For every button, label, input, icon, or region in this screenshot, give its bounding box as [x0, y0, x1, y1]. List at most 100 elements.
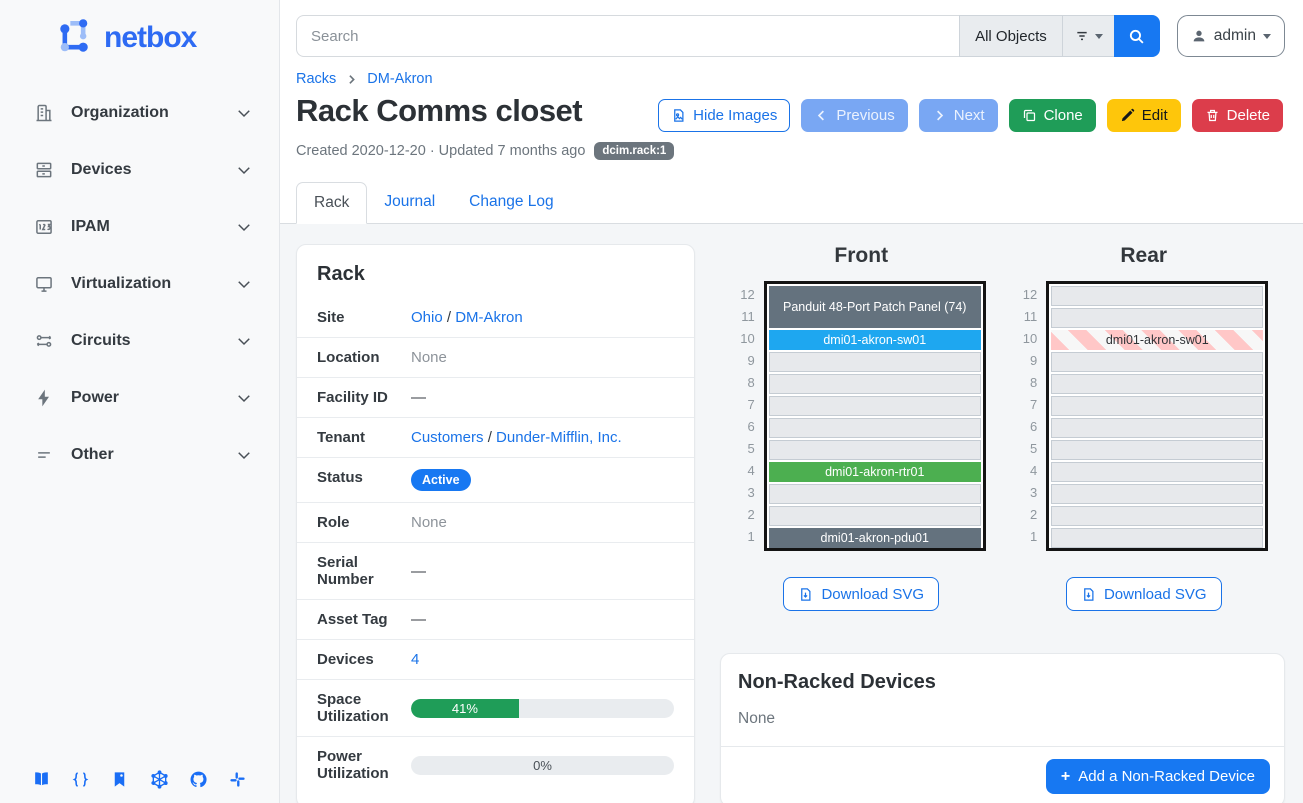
front-download-svg-button[interactable]: Download SVG [783, 577, 940, 611]
code-braces-icon[interactable] [71, 770, 90, 789]
chevron-down-icon [235, 332, 253, 350]
empty-rack-unit-12[interactable] [1051, 286, 1264, 306]
tab-change-log[interactable]: Change Log [469, 193, 554, 210]
sidebar-item-power[interactable]: Power [0, 369, 279, 426]
sidebar-item-other[interactable]: Other [0, 426, 279, 483]
value-separator: / [442, 309, 456, 326]
value-link[interactable]: DM-Akron [455, 309, 523, 326]
empty-rack-unit-8[interactable] [768, 374, 981, 394]
devices-count-link[interactable]: 4 [411, 651, 420, 668]
rack-attributes-table: Site Ohio / DM-Akron Location None Facility … [297, 298, 694, 793]
add-non-racked-device-button[interactable]: + Add a Non-Racked Device [1045, 759, 1270, 794]
empty-rack-unit-4[interactable] [1051, 462, 1264, 482]
clone-button[interactable]: Clone [1008, 99, 1096, 132]
sidebar-item-ipam[interactable]: IPAM [0, 198, 279, 255]
search-submit-button[interactable] [1113, 15, 1160, 57]
unit-number: 3 [1030, 485, 1038, 500]
monitor-icon [34, 274, 54, 294]
empty-rack-unit-1[interactable] [1051, 528, 1264, 548]
unit-number: 9 [747, 353, 755, 368]
attribute-label: Devices [297, 639, 411, 680]
empty-rack-unit-2[interactable] [1051, 506, 1264, 526]
empty-rack-unit-6[interactable] [1051, 418, 1264, 438]
empty-rack-unit-6[interactable] [768, 418, 981, 438]
breadcrumb-racks[interactable]: Racks [296, 71, 337, 87]
sidebar-item-organization[interactable]: Organization [0, 84, 279, 141]
empty-rack-unit-7[interactable] [1051, 396, 1264, 416]
search-filter-button[interactable] [1061, 15, 1114, 57]
rack-device[interactable]: dmi01-akron-rtr01 [768, 462, 981, 482]
rack-device[interactable]: dmi01-akron-sw01 [768, 330, 981, 350]
rack-device[interactable]: dmi01-akron-pdu01 [768, 528, 981, 548]
chevron-right-icon [932, 108, 947, 123]
value-link[interactable]: Dunder-Mifflin, Inc. [496, 429, 622, 446]
object-id-badge: dcim.rack:1 [594, 142, 675, 160]
sidebar-item-virtualization[interactable]: Virtualization [0, 255, 279, 312]
empty-rack-unit-5[interactable] [768, 440, 981, 460]
rear-elevation-title: Rear [1120, 244, 1168, 267]
tab-bar: Rack Journal Change Log [280, 182, 1303, 224]
attribute-label: Role [297, 502, 411, 543]
breadcrumb: Racks DM-Akron [280, 57, 1303, 87]
ipam-icon [34, 217, 54, 237]
empty-rack-unit-8[interactable] [1051, 374, 1264, 394]
user-menu-button[interactable]: admin [1176, 15, 1285, 57]
attribute-row: Serial Number — [297, 542, 694, 600]
tab-journal[interactable]: Journal [384, 193, 436, 210]
pencil-icon [1120, 108, 1135, 123]
user-name: admin [1213, 27, 1256, 44]
attribute-row: Power Utilization 0% [297, 736, 694, 793]
unit-number: 12 [740, 287, 755, 302]
chevron-down-icon [235, 218, 253, 236]
attribute-row: Status Active [297, 457, 694, 503]
sidebar-item-devices[interactable]: Devices [0, 141, 279, 198]
empty-rack-unit-7[interactable] [768, 396, 981, 416]
non-racked-devices-card: Non-Racked Devices None + Add a Non-Rack… [720, 653, 1285, 803]
server-icon [34, 160, 54, 180]
attribute-row: Space Utilization 41% [297, 679, 694, 737]
unit-number: 6 [1030, 419, 1038, 434]
rack-device[interactable]: Panduit 48-Port Patch Panel (74) [768, 286, 981, 328]
github-icon[interactable] [189, 770, 208, 789]
search-scope-button[interactable]: All Objects [959, 15, 1062, 57]
netbox-wordmark: netbox [104, 21, 197, 54]
rack-device[interactable]: dmi01-akron-sw01 [1051, 330, 1264, 350]
sidebar-footer-links [0, 770, 279, 789]
empty-rack-unit-3[interactable] [1051, 484, 1264, 504]
sidebar-item-circuits[interactable]: Circuits [0, 312, 279, 369]
breadcrumb-site[interactable]: DM-Akron [367, 71, 433, 87]
bookmark-icon[interactable] [110, 770, 129, 789]
next-button[interactable]: Next [918, 99, 998, 132]
attribute-row: Role None [297, 502, 694, 543]
empty-rack-unit-9[interactable] [1051, 352, 1264, 372]
empty-value: None [411, 349, 447, 366]
empty-rack-unit-3[interactable] [768, 484, 981, 504]
attribute-value: Active [411, 457, 694, 503]
previous-button[interactable]: Previous [801, 99, 908, 132]
hide-images-button[interactable]: Hide Images [658, 99, 791, 132]
empty-rack-unit-2[interactable] [768, 506, 981, 526]
unit-number: 8 [1030, 375, 1038, 390]
delete-button[interactable]: Delete [1191, 99, 1283, 132]
value-link[interactable]: Ohio [411, 309, 443, 326]
tab-rack[interactable]: Rack [296, 182, 368, 224]
slack-icon[interactable] [228, 770, 247, 789]
empty-rack-unit-5[interactable] [1051, 440, 1264, 460]
attribute-value: None [411, 337, 694, 378]
search-input[interactable] [296, 15, 960, 57]
netbox-logo[interactable]: netbox [0, 0, 279, 66]
attribute-label: Power Utilization [297, 736, 411, 793]
sidebar: netbox Organization Devices IPAM Virtualiza… [0, 0, 280, 803]
edit-button[interactable]: Edit [1106, 99, 1181, 132]
attribute-value: 41% [411, 679, 694, 737]
unit-number: 9 [1030, 353, 1038, 368]
unit-number: 5 [1030, 441, 1038, 456]
attribute-row: Facility ID — [297, 377, 694, 418]
docs-book-icon[interactable] [32, 770, 51, 789]
empty-rack-unit-9[interactable] [768, 352, 981, 372]
unit-number: 2 [1030, 507, 1038, 522]
value-link[interactable]: Customers [411, 429, 484, 446]
rear-download-svg-button[interactable]: Download SVG [1065, 577, 1222, 611]
graphql-icon[interactable] [150, 770, 169, 789]
empty-rack-unit-11[interactable] [1051, 308, 1264, 328]
